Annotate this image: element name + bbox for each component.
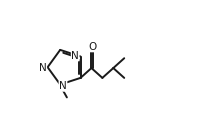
Text: N: N [71,51,79,61]
Text: N: N [39,63,47,73]
Text: O: O [88,42,97,52]
Text: N: N [59,81,67,91]
